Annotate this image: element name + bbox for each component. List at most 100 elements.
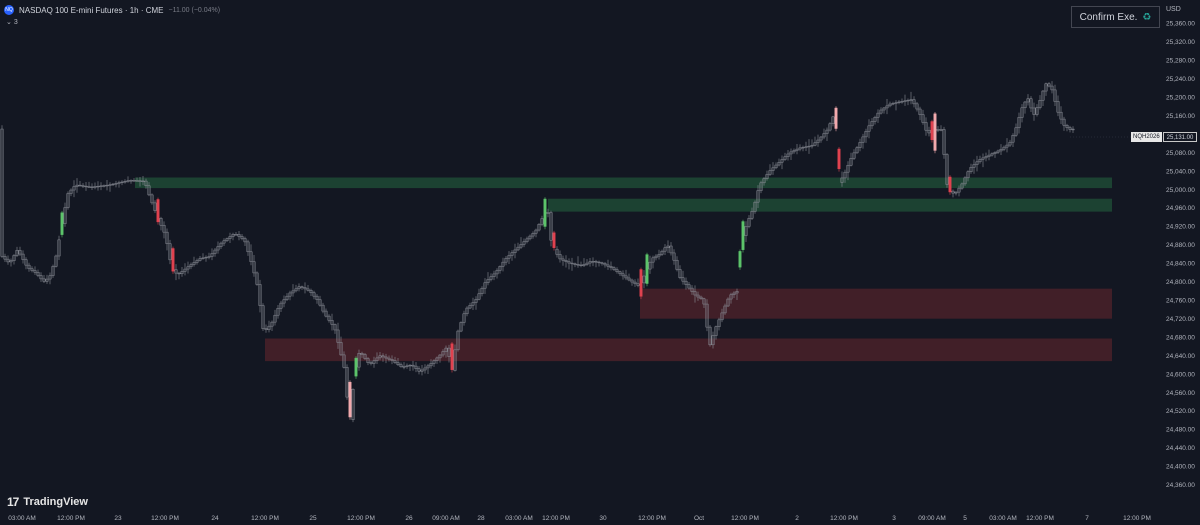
candle-body[interactable]	[549, 212, 553, 241]
candle-body[interactable]	[888, 103, 892, 107]
candle-body[interactable]	[417, 368, 421, 372]
candle-body[interactable]	[879, 109, 883, 114]
candle-body[interactable]	[636, 283, 640, 286]
candle-body[interactable]	[999, 148, 1003, 152]
candle-body[interactable]	[852, 152, 856, 159]
candle-body[interactable]	[366, 358, 370, 363]
candle-body[interactable]	[777, 162, 781, 166]
candle-body[interactable]	[354, 357, 358, 377]
candle-body[interactable]	[807, 145, 811, 148]
candle-body[interactable]	[375, 357, 379, 361]
candle-body[interactable]	[474, 299, 478, 303]
candle-body[interactable]	[273, 314, 277, 323]
candle-body[interactable]	[447, 347, 451, 357]
candle-body[interactable]	[297, 286, 301, 290]
candle-body[interactable]	[765, 174, 769, 179]
candle-body[interactable]	[84, 185, 88, 188]
candle-body[interactable]	[66, 193, 70, 208]
candle-body[interactable]	[387, 357, 391, 360]
candle-body[interactable]	[603, 263, 607, 266]
candle-body[interactable]	[39, 275, 43, 280]
candle-body[interactable]	[819, 136, 823, 141]
candle-body[interactable]	[21, 253, 25, 260]
candle-body[interactable]	[762, 178, 766, 184]
candle-body[interactable]	[645, 254, 649, 284]
candle-body[interactable]	[669, 245, 673, 254]
candle-body[interactable]	[714, 326, 718, 336]
candle-body[interactable]	[213, 249, 217, 254]
supply-zone-3[interactable]	[265, 338, 1112, 362]
candle-body[interactable]	[1053, 89, 1057, 102]
candle-body[interactable]	[795, 148, 799, 151]
candle-body[interactable]	[537, 224, 541, 231]
candle-body[interactable]	[369, 362, 373, 364]
candle-body[interactable]	[678, 269, 682, 278]
candle-body[interactable]	[1056, 101, 1060, 113]
candle-body[interactable]	[684, 280, 688, 285]
candle-body[interactable]	[420, 369, 424, 372]
candle-body[interactable]	[630, 279, 634, 283]
candle-body[interactable]	[459, 322, 463, 332]
candle-body[interactable]	[834, 107, 838, 129]
candle-body[interactable]	[696, 294, 700, 298]
candle-body[interactable]	[975, 161, 979, 165]
tradingview-logo[interactable]: 17 TradingView	[7, 495, 88, 509]
candle-body[interactable]	[180, 271, 184, 274]
candle-body[interactable]	[534, 229, 538, 234]
candle-body[interactable]	[330, 320, 334, 325]
candle-body[interactable]	[57, 239, 61, 257]
candle-body[interactable]	[723, 305, 727, 314]
candle-body[interactable]	[171, 248, 175, 272]
candle-body[interactable]	[27, 264, 31, 270]
candle-body[interactable]	[69, 189, 73, 194]
candle-body[interactable]	[270, 321, 274, 327]
candle-body[interactable]	[597, 261, 601, 264]
candle-body[interactable]	[516, 246, 520, 251]
candle-body[interactable]	[561, 258, 565, 261]
candle-body[interactable]	[315, 295, 319, 300]
candle-body[interactable]	[567, 261, 571, 264]
candle-body[interactable]	[450, 343, 454, 370]
candle-body[interactable]	[558, 254, 562, 260]
candle-body[interactable]	[495, 270, 499, 275]
candle-body[interactable]	[324, 310, 328, 317]
candle-body[interactable]	[1017, 117, 1021, 129]
candle-body[interactable]	[114, 183, 118, 185]
candle-body[interactable]	[1062, 118, 1066, 126]
candle-body[interactable]	[867, 125, 871, 132]
candle-body[interactable]	[246, 241, 250, 253]
candle-body[interactable]	[285, 295, 289, 300]
candle-body[interactable]	[726, 298, 730, 307]
candle-body[interactable]	[423, 367, 427, 371]
candle-body[interactable]	[168, 243, 172, 261]
candle-body[interactable]	[9, 260, 13, 263]
candle-body[interactable]	[129, 180, 133, 182]
candle-body[interactable]	[525, 238, 529, 242]
candle-body[interactable]	[930, 121, 934, 141]
candle-body[interactable]	[846, 165, 850, 173]
demand-zone-0[interactable]	[135, 177, 1112, 189]
candle-body[interactable]	[30, 268, 34, 271]
supply-zone-2[interactable]	[640, 288, 1112, 319]
candle-body[interactable]	[1023, 101, 1027, 109]
candle-body[interactable]	[849, 158, 853, 166]
candle-body[interactable]	[876, 112, 880, 118]
candle-body[interactable]	[585, 262, 589, 265]
candle-body[interactable]	[441, 351, 445, 356]
candle-body[interactable]	[756, 190, 760, 203]
candle-body[interactable]	[624, 275, 628, 279]
candle-body[interactable]	[393, 360, 397, 363]
candle-body[interactable]	[348, 381, 352, 418]
demand-zone-1[interactable]	[548, 198, 1112, 212]
candle-body[interactable]	[633, 281, 637, 285]
candle-body[interactable]	[87, 186, 91, 188]
candle-body[interactable]	[456, 330, 460, 351]
candle-body[interactable]	[906, 99, 910, 102]
candle-body[interactable]	[978, 159, 982, 163]
candle-body[interactable]	[993, 152, 997, 154]
candle-body[interactable]	[897, 101, 901, 103]
candle-body[interactable]	[321, 304, 325, 312]
candle-body[interactable]	[627, 277, 631, 281]
candle-body[interactable]	[411, 364, 415, 367]
candle-body[interactable]	[1011, 135, 1015, 143]
